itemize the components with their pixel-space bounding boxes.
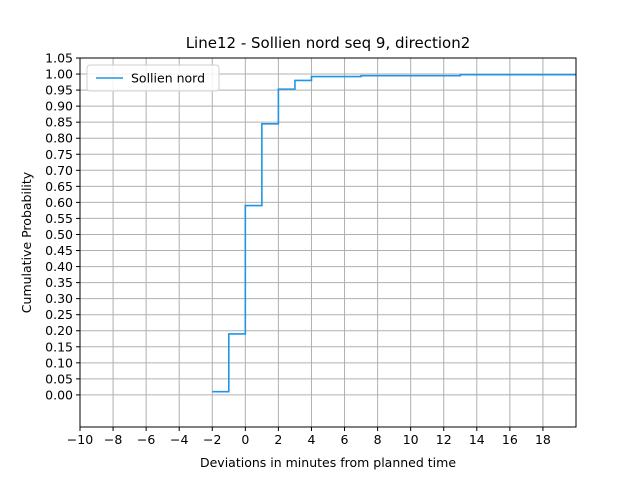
chart-title: Line12 - Sollien nord seq 9, direction2 [186,34,471,52]
x-tick-label: 4 [307,432,315,447]
series-line [212,73,576,393]
y-tick-label: 0.60 [45,195,73,210]
y-tick-label: 0.25 [45,307,73,322]
y-tick-label: 0.85 [45,115,73,130]
y-tick-label: 0.65 [45,179,73,194]
x-tick-label: 14 [469,432,485,447]
x-tick-label: 6 [341,432,349,447]
y-tick-label: 0.15 [45,339,73,354]
series-group [212,73,576,393]
x-tick-label: 18 [535,432,551,447]
x-tick-label: 0 [241,432,249,447]
y-tick-label: 0.10 [45,355,73,370]
x-tick-label: 10 [403,432,419,447]
y-tick-label: 0.00 [45,387,73,402]
y-tick-label: 0.90 [45,99,73,114]
x-tick-label: −6 [137,432,155,447]
y-tick-label: 0.45 [45,243,73,258]
x-tick-label: −8 [104,432,122,447]
legend-label: Sollien nord [131,71,205,86]
x-axis: −10 −8 −6 −4 −2 0 2 4 6 8 10 12 14 16 18 [67,427,551,447]
y-tick-label: 0.40 [45,259,73,274]
x-tick-label: 12 [436,432,452,447]
y-tick-label: 0.20 [45,323,73,338]
axes-frame [79,57,577,428]
y-axis-label: Cumulative Probability [19,171,34,313]
y-axis: 0.000.050.100.150.200.250.300.350.400.45… [45,51,80,402]
x-tick-label: −4 [170,432,188,447]
x-axis-label: Deviations in minutes from planned time [200,455,456,470]
y-tick-label: 0.35 [45,275,73,290]
y-tick-label: 0.55 [45,211,73,226]
y-tick-label: 1.00 [45,67,73,82]
x-tick-label: 16 [502,432,518,447]
y-tick-label: 0.30 [45,291,73,306]
x-tick-label: −10 [67,432,93,447]
y-tick-label: 0.95 [45,83,73,98]
x-tick-label: 8 [374,432,382,447]
y-tick-label: 0.50 [45,227,73,242]
legend-box [86,64,220,92]
x-tick-label: 2 [274,432,282,447]
y-tick-label: 0.75 [45,147,73,162]
y-tick-label: 0.05 [45,371,73,386]
y-tick-label: 1.05 [45,51,73,66]
x-tick-label: −2 [203,432,221,447]
y-tick-label: 0.70 [45,163,73,178]
y-tick-label: 0.80 [45,131,73,146]
legend: Sollien nord [86,64,220,92]
